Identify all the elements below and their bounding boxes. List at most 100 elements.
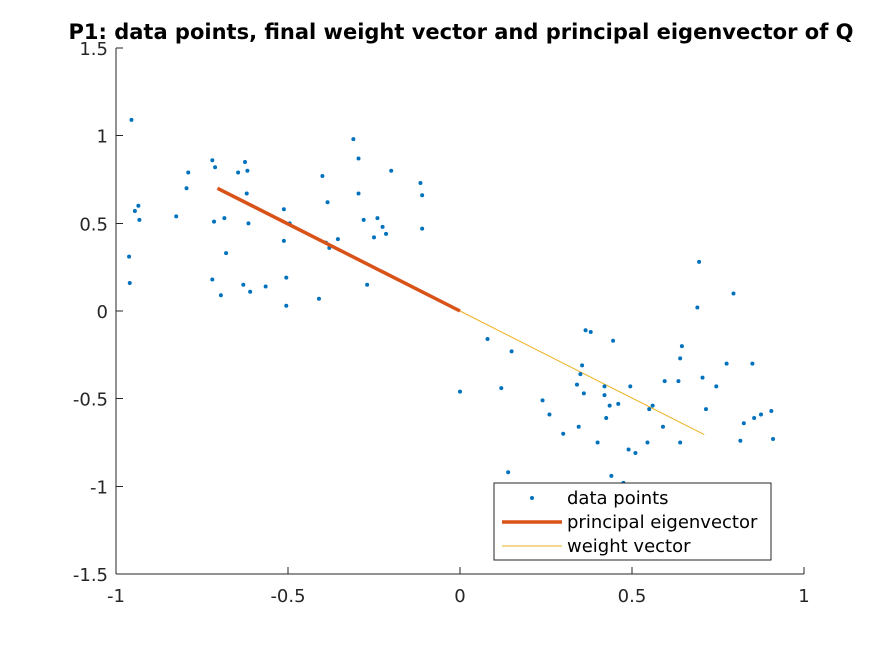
legend-label: data points <box>567 488 669 509</box>
data-point <box>420 226 425 231</box>
data-point <box>389 168 394 173</box>
data-point <box>676 379 681 384</box>
data-point <box>210 277 215 282</box>
data-point <box>607 403 612 408</box>
data-point <box>662 379 667 384</box>
data-point <box>738 438 743 443</box>
data-point <box>576 424 581 429</box>
y-tick-label: 1 <box>97 127 108 148</box>
data-point <box>222 216 227 221</box>
data-point <box>679 344 684 349</box>
data-point <box>678 356 683 361</box>
data-point <box>660 424 665 429</box>
data-point <box>645 440 650 445</box>
data-point <box>602 384 607 389</box>
data-point <box>418 181 423 186</box>
data-point <box>244 191 249 196</box>
y-tick-label: -1.5 <box>73 565 108 586</box>
data-point <box>595 440 600 445</box>
data-point <box>325 200 330 205</box>
data-point <box>320 173 325 178</box>
data-point <box>771 436 776 441</box>
data-point <box>281 238 286 243</box>
data-point <box>458 389 462 394</box>
data-point <box>602 393 607 398</box>
data-point <box>626 447 631 452</box>
data-point <box>174 214 179 219</box>
data-point <box>647 407 652 412</box>
data-point <box>650 403 655 408</box>
data-point <box>137 217 142 222</box>
data-point <box>759 412 763 417</box>
data-point <box>361 217 366 222</box>
data-point <box>703 407 708 412</box>
data-point <box>714 384 719 389</box>
data-point <box>741 421 746 426</box>
data-point <box>633 451 638 456</box>
y-tick-label: 0 <box>97 302 108 323</box>
data-point <box>186 170 191 175</box>
x-tick-label: 0.5 <box>618 586 647 607</box>
data-point <box>248 289 253 294</box>
data-point <box>263 284 268 289</box>
data-point <box>375 216 380 221</box>
x-tick-label: 0 <box>454 586 465 607</box>
data-point <box>561 431 566 436</box>
data-point <box>281 207 286 212</box>
data-point <box>547 412 552 417</box>
data-point <box>284 275 289 280</box>
principal-eigenvector-line <box>216 186 461 313</box>
data-point <box>588 330 593 335</box>
data-point <box>678 440 683 445</box>
data-point <box>316 296 321 301</box>
data-point <box>485 337 490 342</box>
data-point <box>210 158 215 163</box>
data-point <box>499 386 504 391</box>
data-point <box>628 384 633 389</box>
data-point <box>245 168 250 173</box>
data-point <box>184 186 189 191</box>
data-point <box>697 259 702 264</box>
data-point <box>127 254 132 259</box>
data-point <box>724 361 729 366</box>
data-point <box>580 363 585 368</box>
x-tick-label: -1 <box>107 586 125 607</box>
data-point <box>609 473 614 478</box>
data-point <box>616 401 621 406</box>
y-tick-label: 0.5 <box>79 214 108 235</box>
data-point <box>243 159 247 164</box>
data-point <box>372 235 376 240</box>
data-point <box>731 291 736 296</box>
data-point <box>384 231 389 236</box>
data-point <box>218 293 223 298</box>
legend: data points principal eigenvector weight v… <box>493 482 772 561</box>
data-point <box>246 221 251 226</box>
legend-marker-data-points <box>530 496 534 500</box>
data-point <box>583 328 588 333</box>
legend-label: weight vector <box>567 536 691 557</box>
data-point <box>574 382 579 387</box>
data-point <box>380 224 385 229</box>
data-point <box>351 137 356 142</box>
y-tick-label: -1 <box>90 477 108 498</box>
data-point <box>581 391 586 396</box>
weight-vector-line <box>459 310 705 436</box>
data-point <box>700 375 705 380</box>
data-point <box>127 280 132 285</box>
data-point <box>136 203 141 208</box>
data-point <box>695 305 700 310</box>
data-point <box>213 165 218 170</box>
data-point <box>611 338 616 343</box>
data-point <box>365 282 370 287</box>
axes: -1 -0.5 0 0.5 1-1.5-1-0.500.511.5 <box>73 39 810 607</box>
data-point <box>604 415 609 420</box>
y-tick-label: 1.5 <box>79 39 108 60</box>
chart-title: P1: data points, final weight vector and… <box>68 20 853 44</box>
data-point <box>241 282 246 287</box>
data-point <box>132 209 137 214</box>
data-point <box>509 349 514 354</box>
data-point <box>578 372 583 377</box>
plot-area <box>127 117 776 485</box>
